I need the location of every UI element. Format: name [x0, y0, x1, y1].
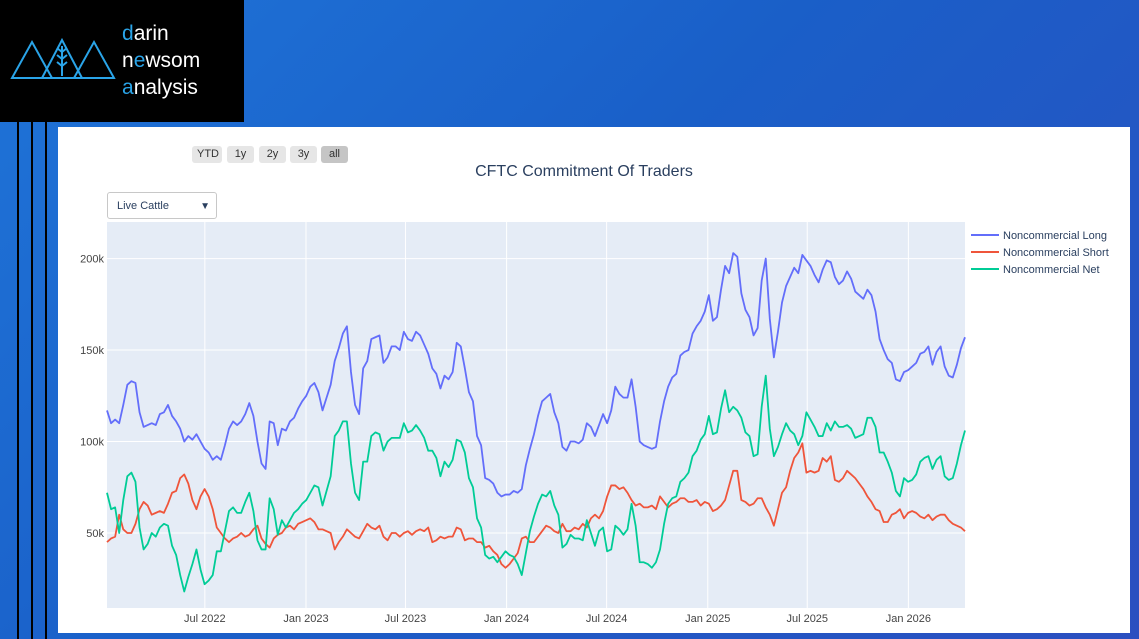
- range-button-all[interactable]: all: [321, 146, 348, 163]
- y-tick-label: 50k: [86, 528, 104, 540]
- y-tick-label: 100k: [80, 437, 104, 449]
- decorative-line: [31, 122, 33, 639]
- x-tick-label: Jul 2023: [385, 613, 427, 625]
- plot-area: [107, 222, 965, 608]
- range-button-3y[interactable]: 3y: [290, 146, 317, 163]
- series-line-2: [106, 442, 966, 569]
- x-axis-ticks: Jul 2022 Jan 2023 Jul 2023 Jan 2024 Jul 2024…: [184, 613, 931, 625]
- legend-label: Noncommercial Long: [1003, 230, 1107, 242]
- x-tick-label: Jan 2024: [484, 613, 529, 625]
- range-button-ytd[interactable]: YTD: [192, 146, 222, 163]
- legend-label: Noncommercial Net: [1003, 264, 1100, 276]
- series-lines: [106, 252, 966, 593]
- y-tick-label: 200k: [80, 254, 104, 266]
- range-button-2y[interactable]: 2y: [259, 146, 286, 163]
- x-tick-label: Jan 2025: [685, 613, 730, 625]
- dropdown-selected-value: Live Cattle: [117, 200, 169, 212]
- decorative-line: [17, 122, 19, 639]
- commodity-dropdown[interactable]: Live Cattle ▼: [107, 192, 217, 219]
- chart-title: CFTC Commitment Of Traders: [475, 163, 693, 180]
- x-tick-label: Jan 2023: [283, 613, 328, 625]
- x-tick-label: Jul 2022: [184, 613, 226, 625]
- logo-line-3: analysis: [122, 76, 198, 99]
- x-tick-label: Jan 2026: [886, 613, 931, 625]
- chart-panel: YTD 1y 2y 3y all CFTC Commitment Of Trad…: [58, 127, 1130, 633]
- chevron-down-icon: ▼: [200, 201, 210, 212]
- logo-panel: darin newsom analysis: [0, 0, 244, 122]
- legend-label: Noncommercial Short: [1003, 247, 1109, 259]
- series-line-1: [106, 252, 966, 498]
- decorative-line: [45, 122, 47, 639]
- x-tick-label: Jul 2024: [586, 613, 628, 625]
- range-button-1y[interactable]: 1y: [227, 146, 254, 163]
- logo-line-1: darin: [122, 22, 169, 45]
- y-axis-ticks: 50k 100k 150k 200k: [80, 254, 104, 540]
- logo-mountains-icon: [10, 37, 116, 79]
- line-chart: 50k 100k 150k 200k Jul 2022 Jan 2023 Jul 2023…: [80, 222, 1109, 625]
- y-tick-label: 150k: [80, 345, 104, 357]
- logo-line-2: newsom: [122, 49, 201, 72]
- x-tick-label: Jul 2025: [786, 613, 828, 625]
- series-line-3: [106, 374, 966, 593]
- logo-wordmark: darin newsom analysis: [122, 20, 200, 101]
- legend[interactable]: Noncommercial Long Noncommercial Short Non…: [971, 230, 1109, 276]
